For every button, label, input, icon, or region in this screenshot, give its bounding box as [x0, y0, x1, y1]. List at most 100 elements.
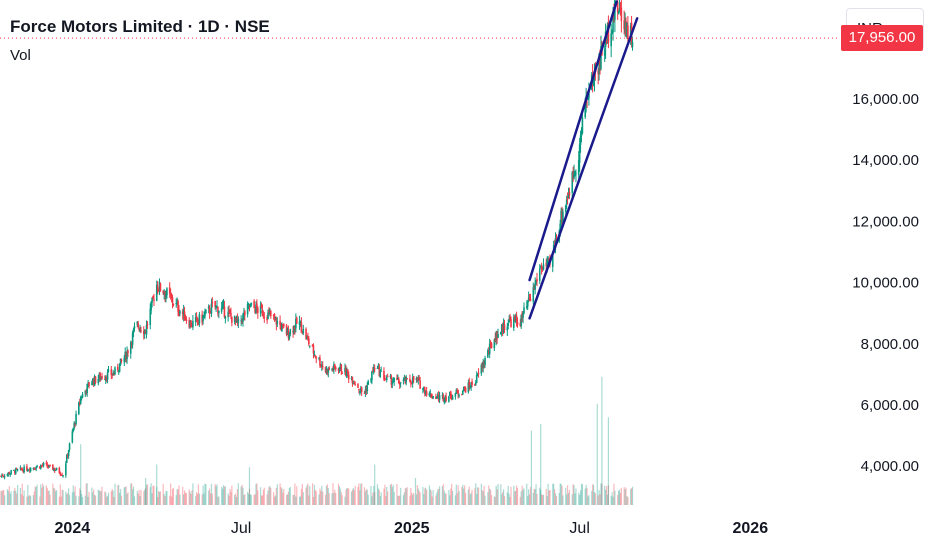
candle-body: [551, 251, 554, 267]
volume-bar: [516, 487, 519, 505]
volume-bar: [562, 495, 564, 505]
candle-body: [28, 469, 31, 471]
candle-body: [220, 307, 223, 312]
volume-bar: [463, 488, 465, 505]
channel-line[interactable]: [528, 0, 618, 282]
channel-line[interactable]: [528, 17, 639, 320]
volume-bar: [561, 485, 563, 505]
volume-bar: [482, 491, 484, 505]
volume-bar: [221, 486, 223, 505]
volume-bar: [127, 492, 129, 505]
candle-body: [475, 374, 478, 383]
candle-body: [88, 382, 90, 386]
price-axis[interactable]: 4,000.00 6,000.00 8,000.00 10,000.00 12,000.…: [852, 91, 919, 475]
volume-bar: [34, 486, 36, 505]
volume-bar: [267, 490, 269, 505]
candle-body: [319, 358, 321, 366]
volume-bar: [510, 486, 512, 505]
volume-indicator-label[interactable]: Vol: [10, 47, 31, 64]
volume-bar: [218, 496, 220, 505]
candle-body: [195, 316, 198, 318]
volume-bar: [502, 489, 505, 505]
candle-body: [114, 367, 116, 375]
candle-body: [357, 383, 359, 388]
candle-body: [139, 328, 141, 332]
volume-bar: [159, 491, 162, 505]
volume-bar: [48, 490, 50, 505]
candle-body: [546, 259, 548, 268]
volume-bar: [521, 485, 523, 505]
volume-bar: [586, 487, 588, 505]
candle-body: [385, 378, 387, 380]
candle-body: [78, 402, 81, 404]
candle-body: [149, 308, 152, 325]
candle-body: [416, 378, 419, 381]
volume-bar: [81, 496, 84, 505]
volume-bar: [32, 495, 34, 505]
candle-body: [470, 382, 472, 388]
candle-body: [48, 465, 50, 468]
candle-body: [78, 402, 80, 415]
candle-body: [35, 467, 37, 469]
volume-bar: [429, 488, 431, 505]
candle-body: [46, 464, 49, 467]
candle-body: [528, 298, 531, 301]
volume-bar: [295, 496, 297, 505]
candle-body: [74, 423, 76, 425]
volume-bar: [162, 483, 164, 505]
volume-bar: [58, 496, 60, 505]
candle-body: [214, 300, 216, 307]
volume-bar: [588, 494, 590, 505]
volume-bar: [489, 488, 491, 505]
volume-bar: [477, 487, 479, 505]
volume-bar: [400, 487, 402, 505]
candle-body: [458, 395, 460, 397]
volume-spike-bar: [607, 417, 609, 505]
candle-body: [430, 393, 433, 398]
trend-channel[interactable]: [528, 0, 639, 320]
time-axis[interactable]: 2024 Jul 2025 Jul 2026: [55, 520, 769, 537]
candle-body: [339, 364, 342, 369]
candle-body: [629, 25, 632, 36]
candle-body: [344, 368, 346, 373]
candle-body: [587, 98, 589, 100]
volume-bar: [234, 493, 237, 505]
volume-bar: [358, 483, 360, 505]
volume-bar: [201, 494, 203, 505]
volume-bar: [354, 485, 356, 505]
candle-body: [10, 470, 12, 474]
volume-bar: [158, 492, 161, 505]
candle-body: [611, 30, 613, 34]
volume-bar: [1, 491, 3, 505]
candle-body: [347, 374, 350, 380]
candle-body: [496, 331, 498, 340]
candle-body: [203, 315, 205, 318]
volume-bar: [270, 488, 272, 505]
candle-body: [457, 390, 459, 395]
volume-bar: [97, 489, 99, 505]
candle-body: [367, 380, 369, 385]
volume-bar: [391, 486, 393, 505]
volume-bar: [152, 485, 154, 505]
volume-bar: [322, 491, 324, 505]
volume-bar: [405, 488, 407, 505]
volume-bar: [515, 490, 517, 505]
candle-body: [152, 296, 154, 298]
candle-body: [224, 316, 227, 319]
candle-body: [449, 391, 451, 396]
candle-body: [177, 301, 179, 312]
candle-body: [448, 396, 450, 402]
volume-bar: [145, 484, 148, 505]
candle-body: [506, 326, 509, 331]
candle-body: [516, 322, 519, 325]
candle-body: [14, 470, 16, 474]
volume-bar: [229, 488, 231, 505]
volume-bar: [464, 485, 466, 505]
volume-bar: [528, 494, 531, 505]
candle-body: [151, 297, 153, 303]
candle-body: [523, 307, 525, 314]
volume-bar: [235, 496, 238, 505]
volume-bar: [280, 487, 282, 505]
volume-bar: [93, 489, 95, 505]
